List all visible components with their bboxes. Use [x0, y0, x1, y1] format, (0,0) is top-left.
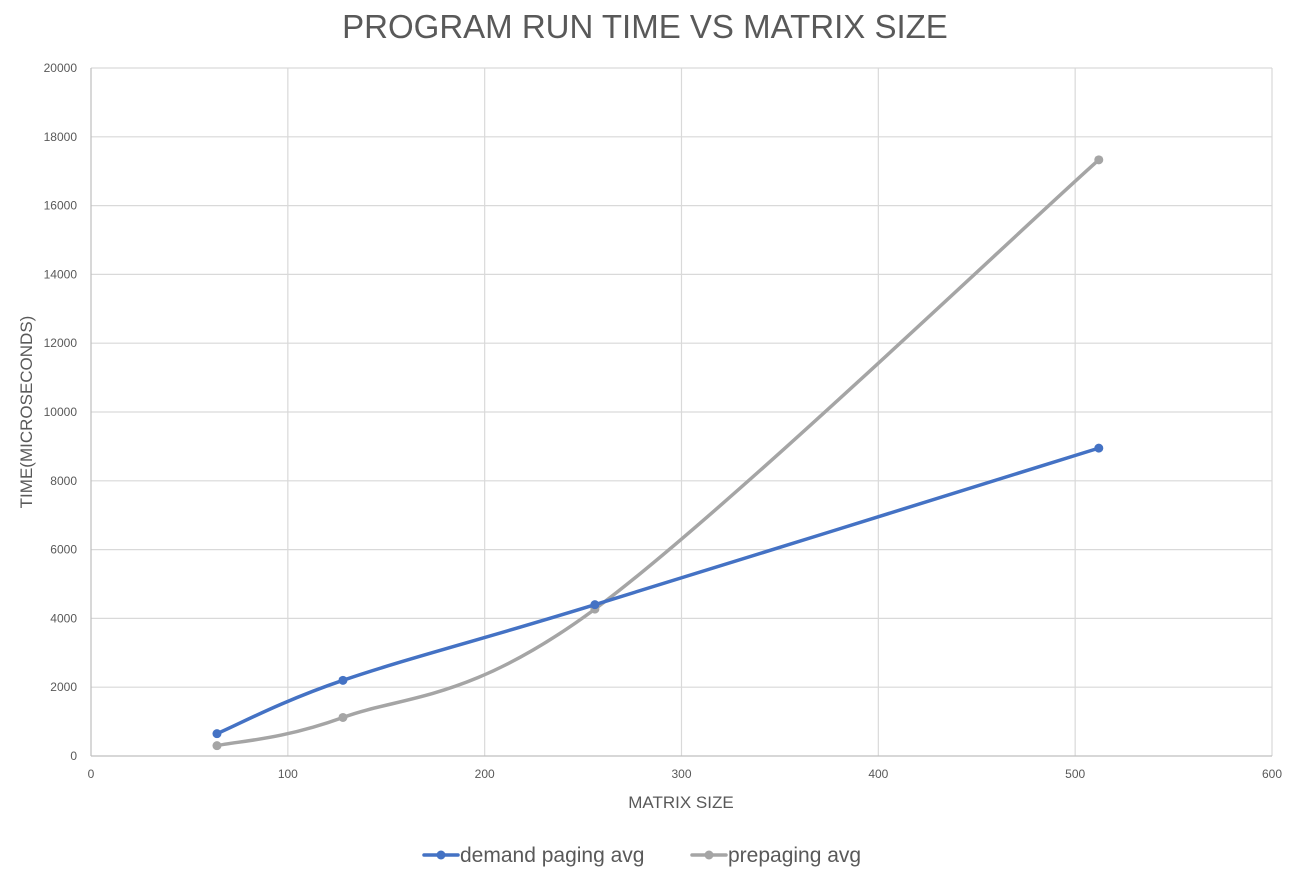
y-tick-label: 12000: [44, 336, 78, 350]
y-tick-label: 14000: [44, 267, 78, 281]
data-point-prepaging-avg: [212, 741, 222, 751]
y-tick-label: 20000: [44, 61, 78, 75]
legend-label: prepaging avg: [728, 844, 861, 867]
y-tick-label: 4000: [50, 611, 77, 625]
grid: [91, 67, 1273, 756]
y-tick-label: 2000: [50, 680, 77, 694]
series-line-prepaging-avg: [215, 158, 1101, 748]
y-tick-label: 0: [70, 749, 77, 763]
x-tick-label: 300: [671, 767, 691, 781]
series-demand-paging-avg: [212, 443, 1104, 739]
legend-swatch-marker: [704, 850, 714, 860]
y-tick-label: 8000: [50, 474, 77, 488]
x-axis-title: MATRIX SIZE: [628, 793, 733, 812]
x-tick-label: 100: [278, 767, 298, 781]
data-point-prepaging-avg: [1094, 155, 1104, 165]
x-tick-label: 400: [868, 767, 888, 781]
legend: demand paging avg prepaging avg: [422, 844, 861, 867]
data-point-demand-paging-avg: [590, 600, 600, 610]
series-line-demand-paging-avg: [215, 446, 1101, 736]
axes: 0200040006000800010000120001400016000180…: [44, 61, 1283, 781]
data-point-demand-paging-avg: [338, 675, 348, 685]
x-tick-label: 200: [475, 767, 495, 781]
x-tick-label: 0: [88, 767, 95, 781]
data-point-demand-paging-avg: [212, 729, 222, 739]
legend-item-demand-paging-avg: demand paging avg: [422, 844, 644, 867]
y-tick-label: 18000: [44, 130, 78, 144]
x-tick-label: 600: [1262, 767, 1282, 781]
x-tick-label: 500: [1065, 767, 1085, 781]
series-layer: [212, 155, 1104, 751]
legend-item-prepaging-avg: prepaging avg: [690, 844, 861, 867]
y-tick-label: 10000: [44, 405, 78, 419]
y-axis-title: TIME(MICROSECONDS): [17, 316, 36, 509]
y-tick-label: 16000: [44, 199, 78, 213]
data-point-demand-paging-avg: [1094, 443, 1104, 453]
legend-label: demand paging avg: [460, 844, 644, 867]
y-tick-label: 6000: [50, 543, 77, 557]
data-point-prepaging-avg: [338, 712, 348, 722]
chart-title: PROGRAM RUN TIME VS MATRIX SIZE: [342, 8, 948, 45]
legend-swatch-marker: [436, 850, 446, 860]
series-prepaging-avg: [212, 155, 1104, 751]
